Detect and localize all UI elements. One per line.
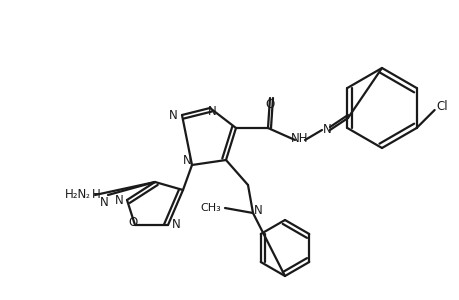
Text: O: O: [128, 215, 137, 229]
Text: N: N: [253, 205, 262, 218]
Text: N: N: [114, 194, 123, 206]
Text: N: N: [168, 109, 177, 122]
Text: N: N: [171, 218, 180, 232]
Text: N: N: [182, 154, 191, 166]
Text: Cl: Cl: [436, 100, 448, 112]
Text: H₂N: H₂N: [65, 188, 87, 202]
Text: H: H: [91, 188, 100, 202]
Text: ₂: ₂: [86, 190, 90, 200]
Text: N: N: [322, 122, 330, 136]
Text: O: O: [265, 98, 274, 110]
Text: N: N: [100, 196, 108, 209]
Text: N: N: [207, 104, 216, 118]
Text: CH₃: CH₃: [200, 203, 221, 213]
Text: NH: NH: [291, 131, 308, 145]
